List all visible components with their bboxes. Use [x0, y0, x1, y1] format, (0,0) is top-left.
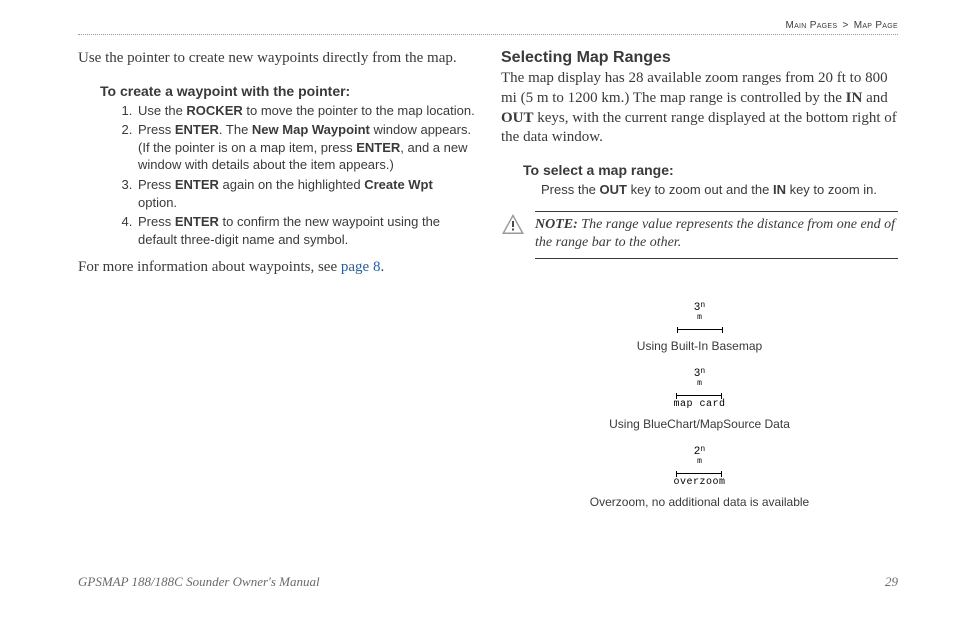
- new-map-waypoint-window: New Map Waypoint: [252, 122, 370, 137]
- footer-page-number: 29: [885, 574, 898, 590]
- enter-key: ENTER: [175, 122, 219, 137]
- note-label: NOTE:: [535, 217, 578, 232]
- enter-key: ENTER: [175, 214, 219, 229]
- header-divider: [78, 34, 898, 35]
- figures: 3nm Using Built-In Basemap 3nm map card …: [501, 303, 898, 509]
- enter-key: ENTER: [175, 177, 219, 192]
- warning-icon: [501, 213, 525, 235]
- step-1: Use the ROCKER to move the pointer to th…: [136, 102, 475, 120]
- footer-title: GPSMAP 188/188C Sounder Owner's Manual: [78, 574, 320, 590]
- page-8-link[interactable]: page 8: [341, 259, 381, 275]
- select-range-instr: Press the OUT key to zoom out and the IN…: [541, 181, 898, 199]
- caption-overzoom: Overzoom, no additional data is availabl…: [501, 495, 898, 509]
- right-column: Selecting Map Ranges The map display has…: [501, 49, 898, 525]
- in-key: IN: [773, 182, 786, 197]
- section-heading: Selecting Map Ranges: [501, 49, 898, 67]
- page-footer: GPSMAP 188/188C Sounder Owner's Manual 2…: [78, 574, 898, 590]
- out-key: OUT: [501, 110, 534, 126]
- note-text: The range value represents the distance …: [535, 217, 895, 250]
- note-box: NOTE: The range value represents the dis…: [535, 211, 898, 259]
- left-outro: For more information about waypoints, se…: [78, 258, 475, 278]
- left-intro: Use the pointer to create new waypoints …: [78, 49, 475, 69]
- in-key: IN: [846, 90, 863, 106]
- scalebar-basemap: 3nm: [677, 303, 723, 333]
- caption-basemap: Using Built-In Basemap: [501, 339, 898, 353]
- left-column: Use the pointer to create new waypoints …: [78, 49, 475, 525]
- step-4: Press ENTER to confirm the new waypoint …: [136, 213, 475, 248]
- steps-list: Use the ROCKER to move the pointer to th…: [136, 102, 475, 248]
- rocker-key: ROCKER: [186, 103, 242, 118]
- out-key: OUT: [600, 182, 627, 197]
- select-range-block: To select a map range: Press the OUT key…: [523, 162, 898, 199]
- step-3: Press ENTER again on the highlighted Cre…: [136, 176, 475, 211]
- enter-key: ENTER: [356, 140, 400, 155]
- step-2: Press ENTER. The New Map Waypoint window…: [136, 121, 475, 174]
- breadcrumb-page: Map Page: [854, 20, 898, 31]
- note-row: NOTE: The range value represents the dis…: [501, 211, 898, 259]
- create-wpt-option: Create Wpt: [364, 177, 433, 192]
- scalebar-mapcard: 3nm map card: [673, 369, 725, 411]
- right-subhead: To select a map range:: [523, 162, 898, 178]
- content-columns: Use the pointer to create new waypoints …: [78, 49, 898, 525]
- figure-overzoom: 2nm overzoom Overzoom, no additional dat…: [501, 447, 898, 509]
- breadcrumb-sep: >: [842, 20, 848, 31]
- scalebar-overzoom: 2nm overzoom: [673, 447, 725, 489]
- figure-mapcard: 3nm map card Using BlueChart/MapSource D…: [501, 369, 898, 431]
- figure-basemap: 3nm Using Built-In Basemap: [501, 303, 898, 353]
- breadcrumb: Main Pages > Map Page: [78, 20, 898, 31]
- left-subhead: To create a waypoint with the pointer:: [100, 83, 475, 99]
- waypoint-steps-block: To create a waypoint with the pointer: U…: [100, 83, 475, 248]
- right-para: The map display has 28 available zoom ra…: [501, 69, 898, 148]
- caption-mapcard: Using BlueChart/MapSource Data: [501, 417, 898, 431]
- breadcrumb-section: Main Pages: [785, 20, 837, 31]
